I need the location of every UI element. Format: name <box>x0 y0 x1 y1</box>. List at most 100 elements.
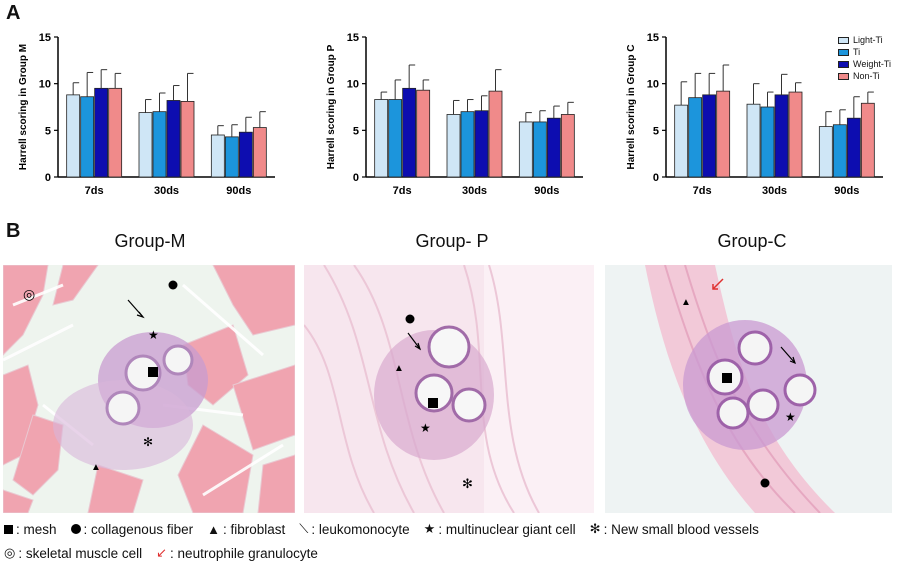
star-icon: ★ <box>423 521 436 536</box>
legend-vessels-text: : New small blood vessels <box>603 521 759 537</box>
bar <box>760 106 775 178</box>
bar <box>224 136 239 178</box>
panel-label-b: B <box>6 220 21 242</box>
x-tick-label: 30ds <box>154 185 179 197</box>
y-tick-label: 15 <box>647 32 659 44</box>
arrow-icon: ⟍ <box>299 521 309 536</box>
chart-legend: Light-Ti Ti Weight-Ti Non-Ti <box>838 34 891 82</box>
bar <box>474 110 489 178</box>
x-tick-label: 7ds <box>393 185 412 197</box>
legend-swatch <box>838 48 849 56</box>
legend-neutrophil-text: : neutrophile granulocyte <box>170 545 318 561</box>
legend-mesh-text: : mesh <box>16 521 57 537</box>
legend-leukomonocyte-text: : leukomonocyte <box>311 521 410 537</box>
bar <box>832 124 847 178</box>
x-tick-label: 30ds <box>762 185 787 197</box>
y-axis-label: Harrell scoring in Group P <box>326 44 337 169</box>
legend-collagen-text: : collagenous fiber <box>83 521 194 537</box>
bar <box>108 87 123 178</box>
symbol-legend-row-2: ◎: skeletal muscle cell ↙: neutrophile g… <box>4 545 332 561</box>
svg-text:✻: ✻ <box>143 435 153 449</box>
legend-swatch <box>838 36 849 44</box>
micrograph-group-c: ▲ ★ <box>605 265 892 513</box>
square-icon <box>4 524 13 534</box>
bar <box>818 126 833 178</box>
bar <box>402 87 417 178</box>
y-tick-label: 15 <box>39 32 51 44</box>
y-tick-label: 0 <box>45 172 51 184</box>
bar <box>532 121 547 178</box>
bar <box>238 131 253 178</box>
y-tick-label: 5 <box>653 125 659 137</box>
legend-label: Light-Ti <box>853 35 883 45</box>
legend-swatch <box>838 60 849 68</box>
bar <box>94 87 109 178</box>
group-title-p: Group- P <box>415 231 489 251</box>
red-arrow-icon: ↙ <box>156 545 168 560</box>
svg-text:◎: ◎ <box>23 286 35 302</box>
legend-giant-cell-text: : multinuclear giant cell <box>438 521 576 537</box>
bar <box>210 134 225 178</box>
bar <box>688 97 703 178</box>
legend-item-ti: Ti <box>838 46 891 58</box>
bar <box>374 99 389 178</box>
y-tick-label: 10 <box>647 79 659 91</box>
legend-giant-cell: ★: multinuclear giant cell <box>424 521 576 537</box>
legend-collagen: : collagenous fiber <box>70 521 194 537</box>
bar <box>80 96 95 178</box>
y-tick-label: 0 <box>353 172 359 184</box>
triangle-icon: ▲ <box>207 521 220 537</box>
legend-vessels: ✻: New small blood vessels <box>590 521 759 537</box>
legend-label: Non-Ti <box>853 71 880 81</box>
x-tick-label: 7ds <box>85 185 104 197</box>
chart-svg-m: 0 5 10 15 Harrell scoring in Group M 7ds 30ds 9… <box>18 32 275 197</box>
y-tick-label: 5 <box>45 125 51 137</box>
x-tick-label: 90ds <box>534 185 559 197</box>
legend-item-weight-ti: Weight-Ti <box>838 58 891 70</box>
x-tick-label: 90ds <box>834 185 859 197</box>
bar <box>446 114 461 178</box>
y-axis-label: Harrell scoring in Group C <box>626 44 637 169</box>
double-circle-icon: ◎ <box>4 545 16 560</box>
svg-text:✻: ✻ <box>462 476 473 491</box>
legend-leukomonocyte: ⟍: leukomonocyte <box>299 521 409 537</box>
bar <box>846 117 861 178</box>
micrograph-group-m: ★ ✻ ▲ ◎ <box>3 265 295 513</box>
micrograph-group-p: ▲ ★ ✻ <box>304 265 594 513</box>
bar <box>674 104 689 178</box>
y-tick-label: 10 <box>39 79 51 91</box>
bar <box>702 94 717 178</box>
y-tick-label: 5 <box>353 125 359 137</box>
svg-text:▲: ▲ <box>394 363 404 374</box>
bar <box>518 121 533 178</box>
chart-group-m: 0 5 10 15 Harrell scoring in Group M 7ds 30ds 9… <box>0 30 290 200</box>
bar <box>746 103 761 178</box>
bar <box>416 89 431 178</box>
x-tick-label: 7ds <box>693 185 712 197</box>
panel-label-a: A <box>6 2 21 24</box>
bar <box>546 117 561 178</box>
bar <box>460 111 475 178</box>
x-tick-label: 30ds <box>462 185 487 197</box>
group-title-c: Group-C <box>717 231 787 251</box>
bar <box>774 94 789 178</box>
legend-label: Weight-Ti <box>853 59 892 69</box>
y-tick-label: 10 <box>347 79 359 91</box>
y-axis-label: Harrell scoring in Group M <box>18 44 29 170</box>
bar <box>180 101 195 178</box>
chart-group-c: 0 5 10 15 Harrell scoring in Group C 7ds 30ds 9… <box>608 30 898 200</box>
bar <box>66 94 81 178</box>
legend-item-non-ti: Non-Ti <box>838 70 891 82</box>
bar <box>716 90 731 178</box>
svg-text:▲: ▲ <box>91 462 101 473</box>
legend-fibroblast-text: : fibroblast <box>222 521 286 537</box>
legend-mesh: : mesh <box>4 522 57 537</box>
legend-swatch <box>838 72 849 80</box>
y-tick-label: 0 <box>653 172 659 184</box>
group-title-m: Group-M <box>114 231 186 251</box>
svg-text:★: ★ <box>420 421 431 435</box>
chart-svg-p: 0 5 10 15 Harrell scoring in Group P 7ds 30ds 9… <box>326 32 583 197</box>
asterisk-icon: ✻ <box>589 521 601 536</box>
legend-neutrophil: ↙: neutrophile granulocyte <box>156 545 318 561</box>
bar <box>860 102 875 178</box>
